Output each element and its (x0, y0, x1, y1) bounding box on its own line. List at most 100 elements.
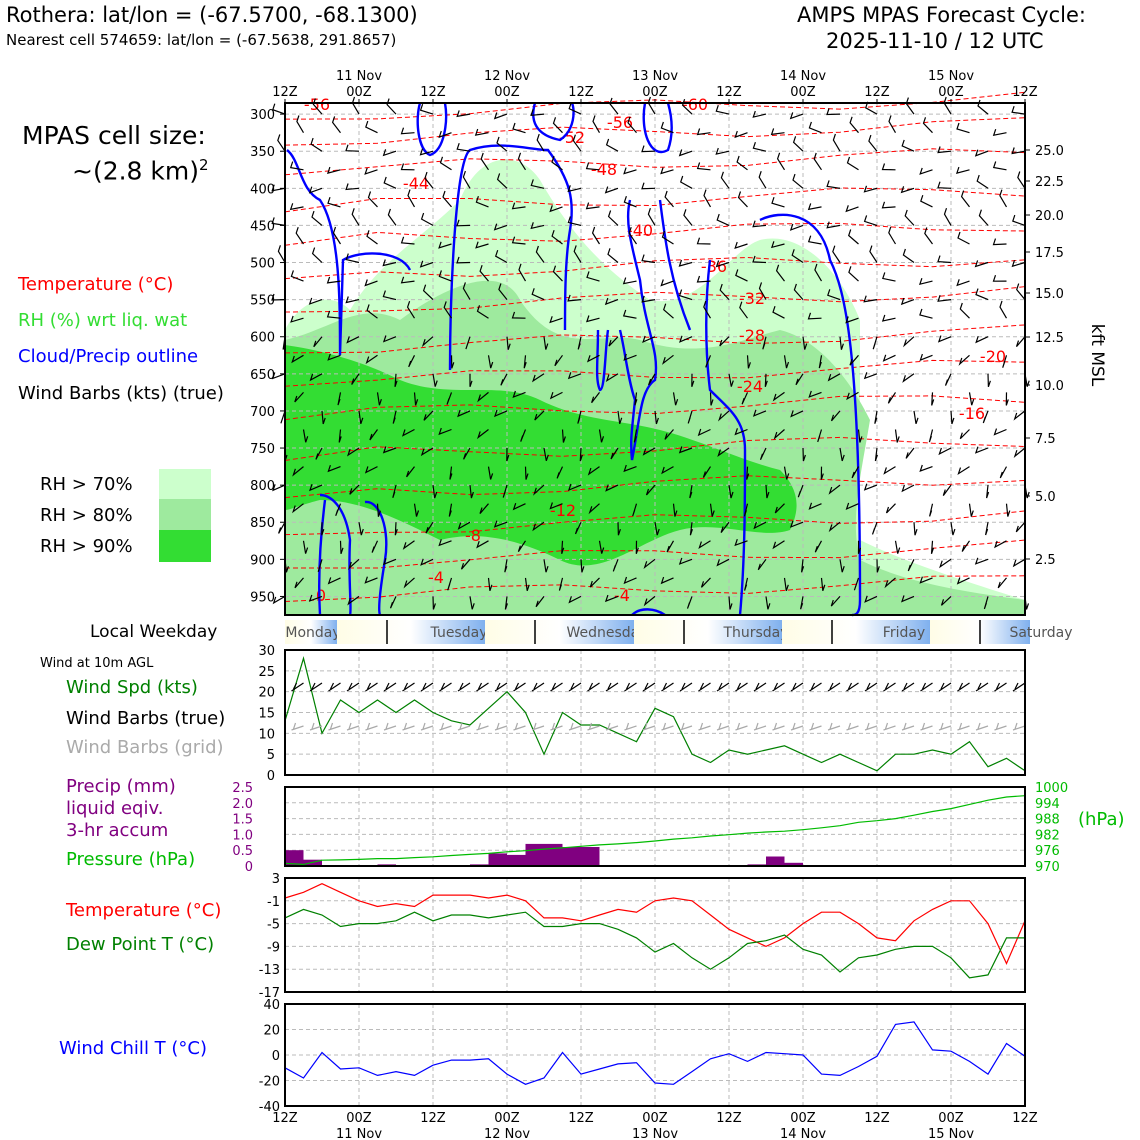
precip-bar (507, 854, 526, 866)
wind-barb (419, 148, 434, 156)
wind-chill-line (284, 1021, 1026, 1085)
wind-barb (432, 373, 438, 387)
wind-barb (672, 392, 679, 406)
wind-barb (985, 522, 989, 536)
wind-barb (654, 522, 660, 536)
bottom-day-label: 12 Nov (484, 1127, 530, 1140)
wind-barb (832, 245, 841, 263)
wind-barb (654, 410, 659, 425)
wind-barb (827, 289, 841, 301)
weekday-band-segment (337, 620, 485, 644)
wind-barb (351, 208, 360, 226)
wind-barb (689, 484, 693, 499)
cloud-outline (759, 213, 862, 617)
wind-barb (643, 558, 656, 569)
top-hour-label: 12Z (420, 85, 446, 100)
dew-point-line (284, 908, 1025, 979)
temperature-contour-label: -28 (739, 326, 765, 345)
wind-barb (272, 595, 286, 605)
wind-barb (549, 316, 563, 324)
wind-barb (999, 466, 1008, 479)
wind-barb (902, 248, 915, 263)
wind-barb (943, 208, 952, 226)
wind-barb (605, 484, 619, 492)
wind-barb (420, 447, 434, 457)
wind-barb (1013, 410, 1026, 421)
wind-tick-label: 5 (267, 748, 275, 763)
wind-barb (609, 97, 619, 115)
wind-barb-grid (661, 722, 674, 731)
wind-barb (586, 271, 600, 282)
wind-barb (345, 144, 360, 152)
wind-barb (845, 205, 859, 213)
wind-barb (863, 483, 878, 491)
wind-barb (716, 213, 730, 226)
wind-barb (623, 167, 637, 175)
wind-barb-grid (938, 722, 952, 731)
wind-barb (728, 485, 734, 499)
precip-tick-label: 1.5 (232, 813, 253, 828)
wind-barb (552, 117, 563, 134)
wind-barb (783, 355, 790, 369)
wind-barb (549, 502, 563, 510)
isotherm (284, 510, 1026, 536)
wind-barb (993, 428, 1007, 436)
wind-barb (561, 540, 565, 554)
top-hour-label: 00Z (642, 85, 668, 100)
wind-barb (358, 410, 364, 424)
wind-barb (326, 276, 341, 284)
wind-barb (534, 410, 545, 421)
kft-tick-label: 17.5 (1035, 246, 1064, 261)
wind-barb (664, 190, 674, 208)
wind-barb (942, 484, 952, 496)
wind-barb (477, 391, 489, 403)
wind-barb-true (827, 682, 841, 692)
wind-barb (736, 155, 748, 171)
wind-barb (480, 152, 489, 171)
wind-barb (536, 133, 545, 152)
wind-barb (678, 149, 693, 157)
wind-barb (439, 156, 452, 171)
wind-barb (607, 248, 619, 263)
wind-barb (687, 410, 693, 424)
wind-barb (402, 540, 415, 550)
wind-barb (874, 447, 878, 462)
wind-barb (479, 265, 489, 282)
wind-barb-true (957, 682, 970, 692)
pressure-tick-label-right: 982 (1035, 828, 1060, 843)
wind-barb-grid (772, 722, 785, 731)
wind-barb (494, 250, 508, 264)
wind-barb (289, 161, 304, 171)
wind-barb (532, 521, 545, 532)
wind-barb (703, 300, 712, 319)
wind-barb (443, 301, 452, 319)
wind-barb (561, 429, 566, 443)
swatch-rh80 (159, 499, 211, 530)
wind-barb (919, 353, 933, 362)
legend-precip-2: liquid eqiv. (66, 798, 164, 819)
wind-barb (903, 336, 915, 348)
wind-barb (592, 115, 601, 133)
precip-bar (562, 847, 581, 866)
wind-barb (605, 373, 619, 382)
wind-barb (678, 557, 693, 565)
cell-size-exponent: 2 (199, 156, 209, 174)
wind-barb (807, 235, 822, 245)
wind-barb (691, 373, 695, 387)
legend-wind-speed: Wind Spd (kts) (66, 677, 198, 698)
cloud-outline (631, 608, 666, 617)
wind-barb-true (439, 682, 452, 692)
wind-barb (447, 577, 453, 591)
wind-barb (974, 149, 989, 157)
wind-barb-grid (698, 722, 711, 731)
wind-barb (321, 410, 326, 425)
wind-barb (661, 466, 674, 475)
wind-barb (919, 167, 933, 175)
wind-barb (774, 503, 785, 514)
bottom-hour-label: 00Z (494, 1111, 520, 1126)
weekday-label: Thursday (722, 625, 788, 641)
wind-barb (531, 373, 545, 383)
wind-barb-true (661, 682, 674, 692)
wind-barb (294, 391, 304, 403)
wind-barb (783, 466, 790, 480)
